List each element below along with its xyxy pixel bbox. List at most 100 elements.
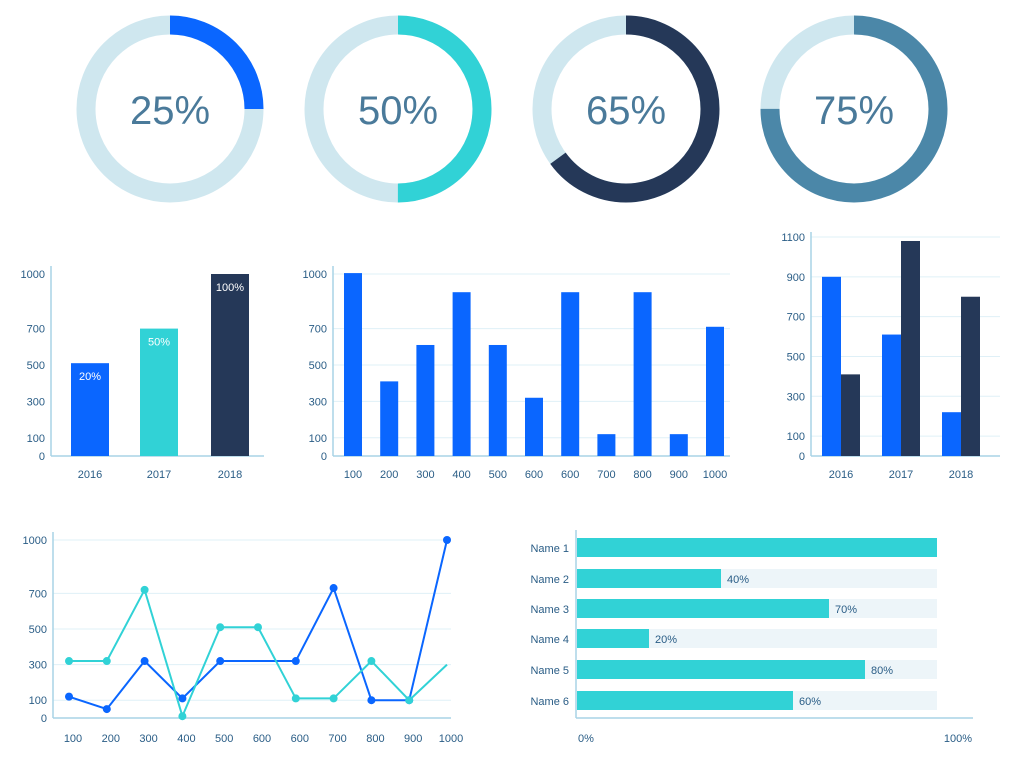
horizontal-bar-chart: Name 1 Name 2 40% Name 3 70% Name 4 20% Name 5 8… (530, 530, 973, 745)
bar (822, 276, 841, 456)
bar (882, 334, 901, 456)
bar (211, 274, 249, 456)
y-tick-label: 0 (41, 713, 47, 725)
x-tick-label: 100 (344, 469, 362, 481)
x-tick-label: 1000 (439, 733, 463, 745)
y-tick-label: 700 (309, 324, 327, 336)
x-tick-label: 400 (177, 733, 195, 745)
bar (525, 397, 543, 456)
donut-progress-arc (76, 15, 264, 203)
bar-value-label: 100% (216, 282, 244, 294)
bar (597, 434, 616, 456)
category-label: Name 3 (530, 604, 569, 616)
x-tick-label: 500 (489, 469, 507, 481)
bar-value-label: 70% (835, 604, 857, 616)
bar (416, 344, 435, 456)
series-line (68, 539, 448, 711)
y-tick-label: 0 (799, 451, 805, 463)
y-tick-label: 300 (309, 396, 327, 408)
y-tick-label: 500 (27, 360, 45, 372)
y-tick-label: 0 (39, 451, 45, 463)
bar (380, 381, 399, 456)
data-point (102, 705, 111, 714)
donut-progress-arc (304, 15, 492, 203)
x-tick-label: 2017 (889, 469, 913, 481)
data-point (140, 657, 149, 666)
bar-chart-years: 0 100 300 500 700 1000 20% 2016 50% 2017 100% 2018 (21, 266, 264, 481)
bar-track (577, 629, 937, 648)
bar (577, 538, 937, 557)
y-tick-label: 900 (787, 272, 805, 284)
x-tick-label: 700 (328, 733, 346, 745)
bar (344, 273, 362, 456)
y-tick-label: 300 (27, 396, 45, 408)
x-tick-label: 900 (404, 733, 422, 745)
x-tick-label: 600 (561, 469, 579, 481)
x-tick-label: 1000 (703, 469, 727, 481)
data-point (216, 657, 225, 666)
x-tick-label: 0% (578, 733, 594, 745)
y-tick-label: 100 (29, 695, 47, 707)
y-tick-label: 500 (787, 351, 805, 363)
category-label: Name 6 (530, 696, 569, 708)
donut-percent-label: 25% (130, 89, 210, 133)
bar-value-label: 60% (799, 696, 821, 708)
bar (841, 374, 860, 456)
bar (577, 660, 865, 679)
y-tick-label: 1000 (23, 535, 47, 547)
donut-percent-label: 65% (586, 89, 666, 133)
bar (561, 292, 580, 456)
donut-progress-arc (532, 15, 720, 203)
bar-value-label: 80% (871, 665, 893, 677)
bar-value-label: 20% (655, 634, 677, 646)
bar (71, 363, 109, 456)
bar (577, 599, 829, 618)
donut-progress-arc (760, 15, 948, 203)
bar-value-label: 40% (727, 574, 749, 586)
x-tick-label: 2018 (949, 469, 973, 481)
category-label: Name 2 (530, 574, 569, 586)
bar (901, 240, 920, 456)
x-tick-label: 600 (525, 469, 543, 481)
y-tick-label: 300 (29, 660, 47, 672)
x-tick-label: 200 (102, 733, 120, 745)
x-tick-label: 300 (139, 733, 157, 745)
y-tick-label: 100 (787, 431, 805, 443)
bar (140, 328, 178, 456)
bar (488, 344, 507, 456)
bar-value-label: 20% (79, 371, 101, 383)
bar (577, 629, 649, 648)
data-point (291, 657, 300, 666)
bar (942, 412, 961, 456)
data-point (178, 712, 187, 721)
data-point (367, 696, 376, 705)
y-tick-label: 300 (787, 391, 805, 403)
category-label: Name 5 (530, 665, 569, 677)
line-chart: 0 100 300 500 700 1000 100 200 300 400 500 600 600 70… (23, 532, 463, 745)
data-point (405, 696, 414, 705)
y-tick-label: 700 (29, 588, 47, 600)
data-point (65, 692, 73, 701)
x-tick-label: 2018 (218, 469, 242, 481)
category-label: Name 4 (530, 634, 569, 646)
x-tick-label: 800 (366, 733, 384, 745)
y-tick-label: 500 (309, 360, 327, 372)
data-point (291, 694, 300, 703)
bar (706, 326, 724, 456)
data-point (102, 657, 111, 666)
bar-value-label: 50% (148, 337, 170, 349)
x-tick-label: 100% (944, 733, 972, 745)
y-tick-label: 1000 (303, 269, 327, 281)
x-tick-label: 2017 (147, 469, 171, 481)
category-label: Name 1 (530, 543, 569, 555)
bar (633, 292, 652, 456)
bar (577, 691, 793, 710)
data-point (254, 623, 262, 632)
x-tick-label: 2016 (78, 469, 102, 481)
x-tick-label: 500 (215, 733, 233, 745)
y-tick-label: 1100 (781, 232, 805, 244)
bar (669, 434, 688, 456)
data-point (140, 585, 149, 594)
x-tick-label: 600 (253, 733, 271, 745)
